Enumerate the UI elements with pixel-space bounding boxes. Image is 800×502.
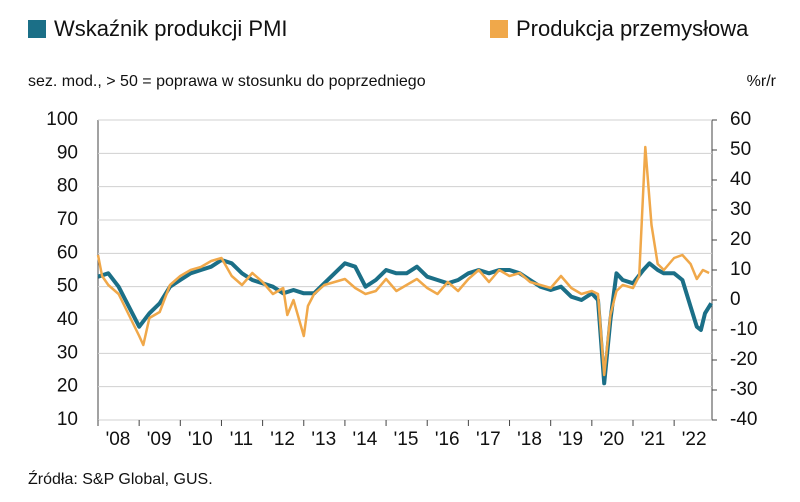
y2-tick-label: 50 (730, 139, 751, 160)
legend-label: Produkcja przemysłowa (516, 16, 749, 41)
x-tick-label: '17 (476, 429, 501, 450)
y-tick-label: 70 (57, 209, 78, 230)
y2-tick-label: 20 (730, 229, 751, 250)
series-line (97, 258, 713, 386)
x-tick-label: '14 (353, 429, 378, 450)
x-tick-label: '08 (106, 429, 131, 450)
y2-tick-label: 30 (730, 199, 751, 220)
x-tick-label: '12 (270, 429, 295, 450)
y-tick-label: 30 (57, 342, 78, 363)
y-tick-label: 100 (46, 109, 78, 130)
x-tick-label: '16 (435, 429, 460, 450)
y2-tick-label: -40 (730, 409, 757, 430)
x-tick-label: '22 (682, 429, 707, 450)
y-tick-label: 50 (57, 276, 78, 297)
y2-tick-label: -10 (730, 319, 757, 340)
legend-swatch (28, 20, 46, 38)
y-tick-label: 10 (57, 409, 78, 430)
x-tick-label: '21 (641, 429, 666, 450)
y2-tick-label: 40 (730, 169, 751, 190)
x-tick-label: '15 (394, 429, 419, 450)
legend-swatch (490, 20, 508, 38)
source: Źródła: S&P Global, GUS. (28, 469, 213, 488)
y-tick-label: 20 (57, 376, 78, 397)
x-tick-label: '19 (558, 429, 583, 450)
y-tick-label: 60 (57, 242, 78, 263)
subtitle: sez. mod., > 50 = poprawa w stosunku do … (28, 73, 426, 90)
x-tick-label: '10 (188, 429, 213, 450)
x-tick-label: '09 (147, 429, 172, 450)
x-tick-label: '18 (517, 429, 542, 450)
y2-axis-label: %r/r (747, 73, 777, 90)
y2-tick-label: -20 (730, 349, 757, 370)
series-line (96, 145, 710, 377)
y2-tick-label: 60 (730, 109, 751, 130)
y2-tick-label: 10 (730, 259, 751, 280)
legend-label: Wskaźnik produkcji PMI (54, 16, 288, 41)
y-tick-label: 80 (57, 176, 78, 197)
y-tick-label: 40 (57, 309, 78, 330)
x-tick-label: '20 (599, 429, 624, 450)
y2-tick-label: 0 (730, 289, 741, 310)
y-tick-label: 90 (57, 142, 78, 163)
x-tick-label: '11 (230, 429, 253, 450)
x-tick-label: '13 (311, 429, 336, 450)
y2-tick-label: -30 (730, 379, 757, 400)
